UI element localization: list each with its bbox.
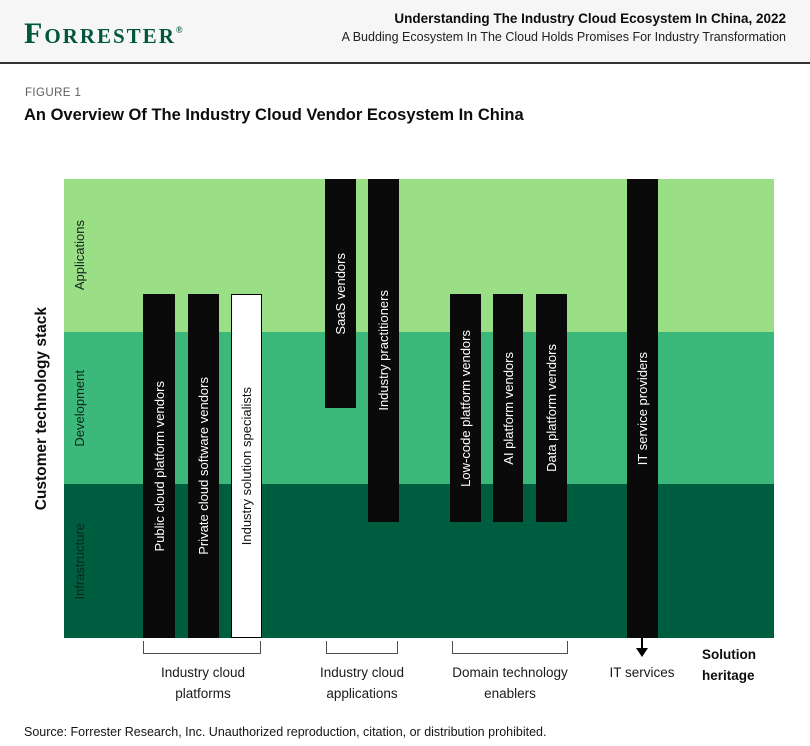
figure-label: FIGURE 1: [25, 87, 82, 99]
vendor-bar-label: SaaS vendors: [333, 252, 348, 335]
group-label-line: enablers: [484, 686, 536, 701]
band-label-wrap: Applications: [72, 179, 87, 332]
solution-heritage-label: Solution heritage: [702, 644, 756, 686]
forrester-logo-initial: F: [24, 17, 45, 50]
band-label-development: Development: [72, 369, 87, 447]
group-label-domain-technology-enablers: Domain technology enablers: [452, 662, 568, 704]
bracket-domain-technology-enablers: [452, 641, 568, 654]
group-label-line: Domain technology: [452, 665, 568, 680]
group-label-industry-cloud-applications: Industry cloud applications: [320, 662, 404, 704]
header-divider: [0, 62, 810, 64]
vendor-bar-data-platform-vendors: Data platform vendors: [536, 294, 567, 522]
group-label-line: IT services: [609, 665, 675, 680]
customer-stack-axis-label: Customer technology stack: [33, 306, 50, 511]
vendor-bar-low-code-platform-vendors: Low-code platform vendors: [450, 294, 481, 522]
vendor-bar-industry-solution-specialists: Industry solution specialists: [231, 294, 262, 638]
vendor-bar-label: Data platform vendors: [544, 344, 559, 472]
group-label-line: platforms: [175, 686, 231, 701]
down-arrow-stem: [641, 638, 643, 649]
vendor-bar-industry-practitioners: Industry practitioners: [368, 179, 399, 522]
vendor-bar-it-service-providers: IT service providers: [627, 179, 658, 638]
vendor-bar-label: Industry practitioners: [376, 290, 391, 411]
registered-trademark-icon: ®: [175, 25, 183, 35]
group-label-line: Industry cloud: [160, 665, 246, 680]
vendor-bar-private-cloud-software-vendors: Private cloud software vendors: [188, 294, 219, 638]
vendor-bar-label: Low-code platform vendors: [458, 329, 473, 487]
header-text-block: Understanding The Industry Cloud Ecosyst…: [342, 11, 786, 44]
band-label-applications: Applications: [72, 220, 87, 291]
report-title: Understanding The Industry Cloud Ecosyst…: [394, 11, 786, 26]
vendor-bar-label: Public cloud platform vendors: [151, 380, 167, 552]
source-note: Source: Forrester Research, Inc. Unautho…: [24, 725, 547, 739]
down-arrow-icon: [636, 648, 648, 657]
group-label-line: applications: [326, 686, 398, 701]
vendor-bar-label: Private cloud software vendors: [196, 377, 211, 555]
bracket-industry-cloud-applications: [326, 641, 398, 654]
vendor-bar-public-cloud-platform-vendors: Public cloud platform vendors: [143, 294, 175, 638]
report-subtitle: A Budding Ecosystem In The Cloud Holds P…: [341, 30, 786, 44]
forrester-logo: FORRESTER®: [24, 17, 183, 51]
vendor-bar-label: AI platform vendors: [500, 351, 516, 465]
chart-area: Applications Development Infrastructure Pu…: [64, 179, 774, 638]
forrester-logo-text: ORRESTER: [44, 24, 176, 48]
band-label-infrastructure: Infrastructure: [72, 522, 87, 600]
vendor-bar-label: Industry solution specialists: [239, 386, 254, 546]
band-label-wrap: Development: [72, 332, 87, 484]
report-header: FORRESTER® Understanding The Industry Cl…: [0, 0, 810, 62]
group-label-it-services: IT services: [609, 662, 674, 683]
group-label-industry-cloud-platforms: Industry cloud platforms: [161, 662, 245, 704]
bracket-industry-cloud-platforms: [143, 641, 261, 654]
vendor-bar-ai-platform-vendors: AI platform vendors: [493, 294, 523, 522]
figure-title: An Overview Of The Industry Cloud Vendor…: [24, 106, 524, 124]
solution-heritage-line: heritage: [702, 668, 755, 683]
vendor-bar-label: IT service providers: [635, 351, 650, 466]
band-label-wrap: Infrastructure: [72, 484, 87, 638]
solution-heritage-line: Solution: [702, 647, 756, 662]
vendor-bar-saas-vendors: SaaS vendors: [325, 179, 356, 408]
group-label-line: Industry cloud: [319, 665, 405, 680]
customer-stack-axis: Customer technology stack: [33, 179, 51, 638]
